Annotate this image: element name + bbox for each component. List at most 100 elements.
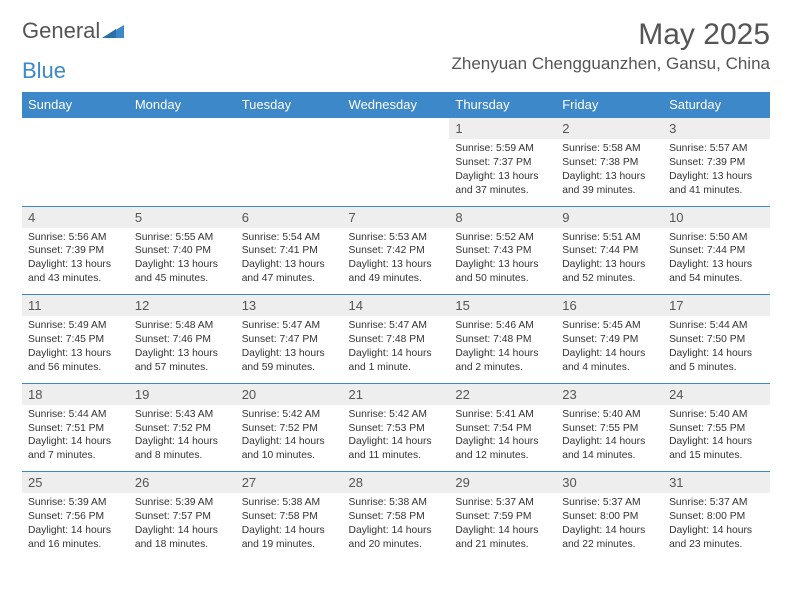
daylight-text: Daylight: 13 hours and 57 minutes. (135, 347, 230, 375)
day-number: 12 (129, 295, 236, 316)
day-cell: 15Sunrise: 5:46 AMSunset: 7:48 PMDayligh… (449, 295, 556, 384)
daylight-text: Daylight: 13 hours and 39 minutes. (562, 170, 657, 198)
day-data: Sunrise: 5:52 AMSunset: 7:43 PMDaylight:… (449, 228, 556, 295)
day-cell: 26Sunrise: 5:39 AMSunset: 7:57 PMDayligh… (129, 472, 236, 560)
day-cell: 7Sunrise: 5:53 AMSunset: 7:42 PMDaylight… (343, 206, 450, 295)
day-number: 28 (343, 472, 450, 493)
day-data: Sunrise: 5:44 AMSunset: 7:51 PMDaylight:… (22, 405, 129, 472)
day-data: Sunrise: 5:51 AMSunset: 7:44 PMDaylight:… (556, 228, 663, 295)
week-row: 1Sunrise: 5:59 AMSunset: 7:37 PMDaylight… (22, 118, 770, 207)
day-number: 21 (343, 384, 450, 405)
day-number: 4 (22, 207, 129, 228)
day-number: 22 (449, 384, 556, 405)
day-cell: 9Sunrise: 5:51 AMSunset: 7:44 PMDaylight… (556, 206, 663, 295)
day-cell (129, 118, 236, 207)
daylight-text: Daylight: 13 hours and 43 minutes. (28, 258, 123, 286)
sunrise-text: Sunrise: 5:58 AM (562, 142, 657, 156)
sunrise-text: Sunrise: 5:53 AM (349, 231, 444, 245)
day-number: 6 (236, 207, 343, 228)
header-saturday: Saturday (663, 92, 770, 118)
day-number: 16 (556, 295, 663, 316)
day-data: Sunrise: 5:40 AMSunset: 7:55 PMDaylight:… (556, 405, 663, 472)
day-cell: 14Sunrise: 5:47 AMSunset: 7:48 PMDayligh… (343, 295, 450, 384)
sunrise-text: Sunrise: 5:42 AM (349, 408, 444, 422)
sunrise-text: Sunrise: 5:50 AM (669, 231, 764, 245)
day-number: 30 (556, 472, 663, 493)
sunrise-text: Sunrise: 5:40 AM (562, 408, 657, 422)
day-data: Sunrise: 5:37 AMSunset: 7:59 PMDaylight:… (449, 493, 556, 560)
day-data: Sunrise: 5:37 AMSunset: 8:00 PMDaylight:… (556, 493, 663, 560)
day-data: Sunrise: 5:40 AMSunset: 7:55 PMDaylight:… (663, 405, 770, 472)
daylight-text: Daylight: 14 hours and 22 minutes. (562, 524, 657, 552)
daylight-text: Daylight: 14 hours and 21 minutes. (455, 524, 550, 552)
sunrise-text: Sunrise: 5:39 AM (135, 496, 230, 510)
sunset-text: Sunset: 7:48 PM (455, 333, 550, 347)
day-cell: 2Sunrise: 5:58 AMSunset: 7:38 PMDaylight… (556, 118, 663, 207)
day-cell: 28Sunrise: 5:38 AMSunset: 7:58 PMDayligh… (343, 472, 450, 560)
header-tuesday: Tuesday (236, 92, 343, 118)
day-cell: 12Sunrise: 5:48 AMSunset: 7:46 PMDayligh… (129, 295, 236, 384)
daylight-text: Daylight: 14 hours and 19 minutes. (242, 524, 337, 552)
day-data: Sunrise: 5:53 AMSunset: 7:42 PMDaylight:… (343, 228, 450, 295)
week-row: 11Sunrise: 5:49 AMSunset: 7:45 PMDayligh… (22, 295, 770, 384)
sunrise-text: Sunrise: 5:47 AM (242, 319, 337, 333)
daylight-text: Daylight: 13 hours and 49 minutes. (349, 258, 444, 286)
day-number: 3 (663, 118, 770, 139)
daylight-text: Daylight: 14 hours and 23 minutes. (669, 524, 764, 552)
week-row: 18Sunrise: 5:44 AMSunset: 7:51 PMDayligh… (22, 383, 770, 472)
logo-text-a: General (22, 18, 100, 44)
day-data: Sunrise: 5:38 AMSunset: 7:58 PMDaylight:… (343, 493, 450, 560)
sunrise-text: Sunrise: 5:40 AM (669, 408, 764, 422)
day-cell: 29Sunrise: 5:37 AMSunset: 7:59 PMDayligh… (449, 472, 556, 560)
sunrise-text: Sunrise: 5:37 AM (669, 496, 764, 510)
day-data: Sunrise: 5:45 AMSunset: 7:49 PMDaylight:… (556, 316, 663, 383)
day-cell: 23Sunrise: 5:40 AMSunset: 7:55 PMDayligh… (556, 383, 663, 472)
sunset-text: Sunset: 7:47 PM (242, 333, 337, 347)
daylight-text: Daylight: 14 hours and 16 minutes. (28, 524, 123, 552)
daylight-text: Daylight: 14 hours and 8 minutes. (135, 435, 230, 463)
day-number: 19 (129, 384, 236, 405)
sunrise-text: Sunrise: 5:48 AM (135, 319, 230, 333)
sunset-text: Sunset: 7:39 PM (669, 156, 764, 170)
sunset-text: Sunset: 7:48 PM (349, 333, 444, 347)
day-cell: 11Sunrise: 5:49 AMSunset: 7:45 PMDayligh… (22, 295, 129, 384)
day-number: 25 (22, 472, 129, 493)
day-data: Sunrise: 5:47 AMSunset: 7:48 PMDaylight:… (343, 316, 450, 383)
day-data: Sunrise: 5:47 AMSunset: 7:47 PMDaylight:… (236, 316, 343, 383)
title-block: May 2025 Zhenyuan Chengguanzhen, Gansu, … (451, 18, 770, 74)
daylight-text: Daylight: 14 hours and 5 minutes. (669, 347, 764, 375)
sunset-text: Sunset: 7:46 PM (135, 333, 230, 347)
sunrise-text: Sunrise: 5:42 AM (242, 408, 337, 422)
daylight-text: Daylight: 14 hours and 15 minutes. (669, 435, 764, 463)
sunset-text: Sunset: 7:58 PM (242, 510, 337, 524)
day-number: 29 (449, 472, 556, 493)
header-sunday: Sunday (22, 92, 129, 118)
sunrise-text: Sunrise: 5:39 AM (28, 496, 123, 510)
day-data: Sunrise: 5:57 AMSunset: 7:39 PMDaylight:… (663, 139, 770, 206)
sunrise-text: Sunrise: 5:37 AM (455, 496, 550, 510)
sunrise-text: Sunrise: 5:38 AM (349, 496, 444, 510)
sunrise-text: Sunrise: 5:44 AM (669, 319, 764, 333)
day-cell: 16Sunrise: 5:45 AMSunset: 7:49 PMDayligh… (556, 295, 663, 384)
day-cell: 21Sunrise: 5:42 AMSunset: 7:53 PMDayligh… (343, 383, 450, 472)
calendar-table: Sunday Monday Tuesday Wednesday Thursday… (22, 92, 770, 560)
day-cell: 4Sunrise: 5:56 AMSunset: 7:39 PMDaylight… (22, 206, 129, 295)
sunset-text: Sunset: 7:51 PM (28, 422, 123, 436)
daylight-text: Daylight: 13 hours and 59 minutes. (242, 347, 337, 375)
sunset-text: Sunset: 8:00 PM (562, 510, 657, 524)
sunrise-text: Sunrise: 5:44 AM (28, 408, 123, 422)
day-data: Sunrise: 5:55 AMSunset: 7:40 PMDaylight:… (129, 228, 236, 295)
day-number: 18 (22, 384, 129, 405)
sunset-text: Sunset: 7:53 PM (349, 422, 444, 436)
sunrise-text: Sunrise: 5:37 AM (562, 496, 657, 510)
sunset-text: Sunset: 7:56 PM (28, 510, 123, 524)
day-number: 15 (449, 295, 556, 316)
day-data: Sunrise: 5:41 AMSunset: 7:54 PMDaylight:… (449, 405, 556, 472)
day-data: Sunrise: 5:49 AMSunset: 7:45 PMDaylight:… (22, 316, 129, 383)
day-number: 8 (449, 207, 556, 228)
day-data: Sunrise: 5:50 AMSunset: 7:44 PMDaylight:… (663, 228, 770, 295)
daylight-text: Daylight: 13 hours and 47 minutes. (242, 258, 337, 286)
logo-text-b: Blue (22, 58, 66, 84)
day-data: Sunrise: 5:48 AMSunset: 7:46 PMDaylight:… (129, 316, 236, 383)
sunrise-text: Sunrise: 5:46 AM (455, 319, 550, 333)
